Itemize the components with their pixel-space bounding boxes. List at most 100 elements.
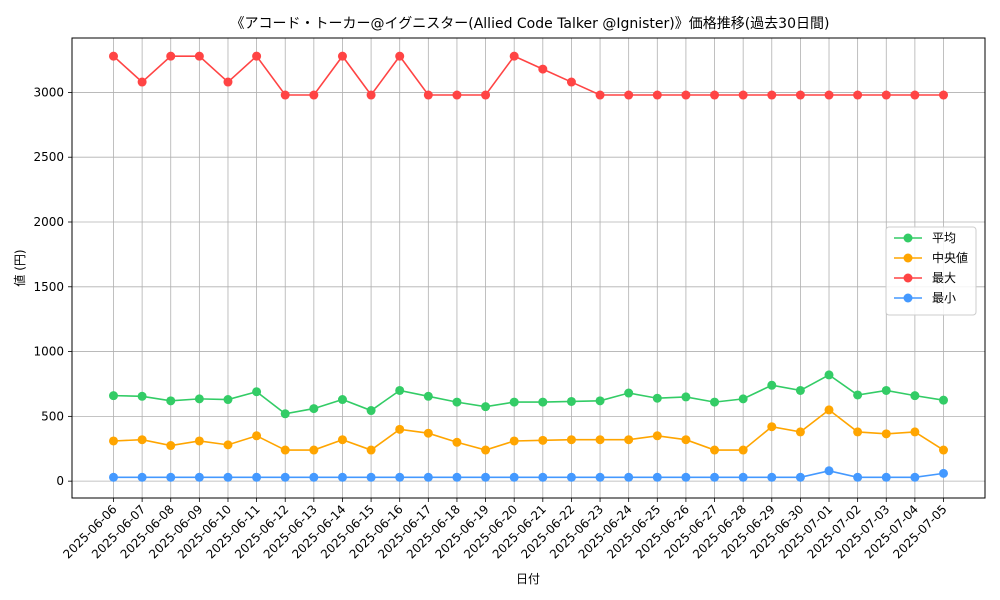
data-point bbox=[452, 90, 462, 100]
data-point bbox=[137, 435, 147, 445]
y-tick-label: 1500 bbox=[33, 280, 64, 294]
data-point bbox=[767, 90, 777, 100]
data-point bbox=[795, 472, 805, 482]
data-point bbox=[109, 472, 118, 482]
data-point bbox=[795, 90, 805, 100]
data-point bbox=[337, 472, 347, 482]
data-point bbox=[566, 77, 576, 87]
data-point bbox=[595, 90, 605, 100]
data-point bbox=[795, 385, 805, 395]
data-point bbox=[252, 472, 262, 482]
data-point bbox=[223, 440, 233, 450]
data-point bbox=[309, 472, 319, 482]
legend-label: 最大 bbox=[932, 271, 956, 285]
data-point bbox=[194, 51, 204, 61]
data-point bbox=[710, 445, 720, 455]
data-point bbox=[624, 90, 634, 100]
data-point bbox=[910, 472, 920, 482]
data-point bbox=[366, 406, 376, 416]
data-point bbox=[824, 466, 834, 476]
data-point bbox=[137, 472, 147, 482]
data-point bbox=[194, 436, 204, 446]
data-point bbox=[939, 90, 948, 100]
data-point bbox=[595, 435, 605, 445]
data-point bbox=[509, 472, 519, 482]
data-point bbox=[452, 397, 462, 407]
data-point bbox=[252, 431, 262, 441]
series-3 bbox=[109, 466, 948, 482]
y-axis-ticks: 0 500 1000 1500 2000 2500 3000 bbox=[33, 85, 72, 488]
series-0 bbox=[109, 370, 948, 419]
data-point bbox=[795, 427, 805, 437]
legend-label: 中央値 bbox=[932, 250, 968, 265]
y-tick-label: 3000 bbox=[33, 85, 64, 99]
data-point bbox=[366, 472, 376, 482]
data-point bbox=[910, 90, 920, 100]
series-line bbox=[113, 408, 944, 451]
data-point bbox=[853, 427, 863, 437]
data-point bbox=[710, 397, 720, 407]
data-point bbox=[166, 396, 176, 406]
data-point bbox=[710, 472, 720, 482]
series-group bbox=[109, 51, 948, 482]
data-point bbox=[624, 472, 634, 482]
chart-title: 《アコード・トーカー@イグニスター(Allied Code Talker @Ig… bbox=[231, 16, 830, 32]
data-point bbox=[509, 51, 519, 61]
data-point bbox=[366, 90, 376, 100]
series-2 bbox=[109, 51, 948, 100]
data-point bbox=[337, 435, 347, 445]
data-point bbox=[824, 370, 834, 380]
data-point bbox=[280, 90, 290, 100]
data-point bbox=[881, 385, 891, 395]
data-point bbox=[538, 397, 548, 407]
y-tick-label: 2500 bbox=[33, 150, 64, 164]
grid bbox=[72, 38, 985, 498]
data-point bbox=[738, 472, 748, 482]
data-point bbox=[853, 90, 863, 100]
data-point bbox=[652, 90, 662, 100]
data-point bbox=[223, 77, 233, 87]
data-point bbox=[566, 472, 576, 482]
data-point bbox=[853, 390, 863, 400]
data-point bbox=[452, 437, 462, 447]
data-point bbox=[824, 90, 834, 100]
data-point bbox=[337, 51, 347, 61]
legend-label: 平均 bbox=[932, 231, 956, 245]
data-point bbox=[337, 395, 347, 405]
legend-label: 最小 bbox=[932, 291, 956, 305]
data-point bbox=[509, 436, 519, 446]
data-point bbox=[481, 90, 491, 100]
data-point bbox=[881, 429, 891, 439]
data-point bbox=[652, 472, 662, 482]
data-point bbox=[280, 472, 290, 482]
data-point bbox=[939, 445, 948, 455]
data-point bbox=[566, 435, 576, 445]
data-point bbox=[738, 394, 748, 404]
y-axis-label: 値 (円) bbox=[12, 249, 27, 286]
data-point bbox=[566, 396, 576, 406]
data-point bbox=[452, 472, 462, 482]
plot-frame bbox=[71, 37, 986, 499]
data-point bbox=[681, 472, 691, 482]
data-point bbox=[595, 396, 605, 406]
legend-marker bbox=[903, 253, 913, 263]
data-point bbox=[194, 472, 204, 482]
legend-box bbox=[885, 226, 977, 316]
y-tick-label: 500 bbox=[41, 409, 64, 423]
data-point bbox=[681, 392, 691, 402]
data-point bbox=[137, 391, 147, 401]
data-point bbox=[681, 90, 691, 100]
data-point bbox=[137, 77, 147, 87]
series-line bbox=[113, 373, 944, 415]
data-point bbox=[395, 472, 405, 482]
data-point bbox=[910, 427, 920, 437]
data-point bbox=[423, 472, 433, 482]
data-point bbox=[939, 468, 948, 478]
y-tick-label: 1000 bbox=[33, 345, 64, 359]
legend-marker bbox=[903, 233, 913, 243]
data-point bbox=[652, 393, 662, 403]
data-point bbox=[109, 436, 118, 446]
data-point bbox=[881, 90, 891, 100]
